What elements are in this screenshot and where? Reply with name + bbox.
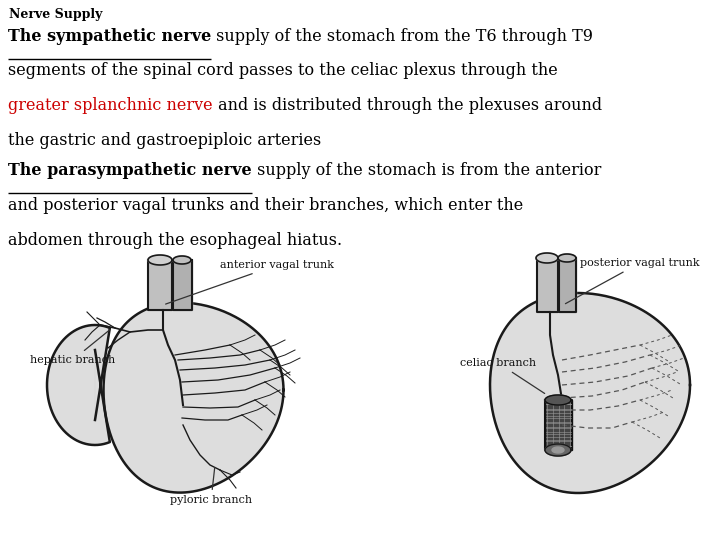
Text: and posterior vagal trunks and their branches, which enter the: and posterior vagal trunks and their bra… (8, 197, 523, 214)
Text: celiac branch: celiac branch (460, 358, 544, 394)
Text: supply of the stomach from the T6 through T9: supply of the stomach from the T6 throug… (211, 28, 593, 45)
Polygon shape (47, 325, 110, 445)
Text: abdomen through the esophageal hiatus.: abdomen through the esophageal hiatus. (8, 232, 342, 249)
Text: The sympathetic nerve: The sympathetic nerve (8, 28, 211, 45)
Polygon shape (537, 258, 558, 312)
Text: segments of the spinal cord passes to the celiac plexus through the: segments of the spinal cord passes to th… (8, 62, 558, 79)
Polygon shape (545, 395, 571, 405)
Polygon shape (536, 253, 558, 263)
Polygon shape (104, 302, 284, 492)
Text: posterior vagal trunk: posterior vagal trunk (565, 258, 700, 303)
Polygon shape (545, 400, 572, 450)
Text: Nerve Supply: Nerve Supply (9, 8, 102, 21)
Polygon shape (559, 258, 576, 312)
Ellipse shape (173, 256, 191, 264)
Text: the gastric and gastroepiploic arteries: the gastric and gastroepiploic arteries (8, 132, 321, 149)
Polygon shape (148, 260, 172, 310)
Text: anterior vagal trunk: anterior vagal trunk (166, 260, 334, 304)
Text: The parasympathetic nerve: The parasympathetic nerve (8, 162, 251, 179)
Polygon shape (173, 260, 192, 310)
Polygon shape (490, 293, 690, 493)
Polygon shape (545, 444, 571, 456)
Text: greater splanchnic nerve: greater splanchnic nerve (8, 97, 212, 114)
Text: hepatic branch: hepatic branch (30, 330, 115, 365)
Polygon shape (558, 254, 576, 262)
Text: supply of the stomach is from the anterior: supply of the stomach is from the anteri… (251, 162, 601, 179)
Text: and is distributed through the plexuses around: and is distributed through the plexuses … (212, 97, 602, 114)
Polygon shape (552, 447, 564, 453)
Ellipse shape (148, 255, 172, 265)
Text: pyloric branch: pyloric branch (170, 468, 252, 505)
